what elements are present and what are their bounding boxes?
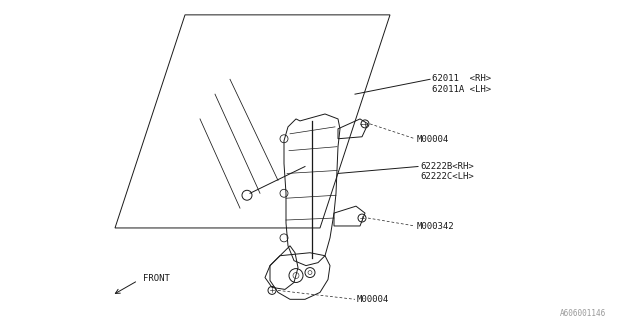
Text: M00004: M00004 xyxy=(357,295,389,304)
Text: A606001146: A606001146 xyxy=(560,309,606,318)
Text: M00004: M00004 xyxy=(417,135,449,144)
Text: 62011A <LH>: 62011A <LH> xyxy=(432,85,491,94)
Text: 62222C<LH>: 62222C<LH> xyxy=(420,172,474,181)
Text: M000342: M000342 xyxy=(417,222,454,231)
Text: FRONT: FRONT xyxy=(143,274,170,283)
Text: 62222B<RH>: 62222B<RH> xyxy=(420,162,474,171)
Text: 62011  <RH>: 62011 <RH> xyxy=(432,74,491,83)
